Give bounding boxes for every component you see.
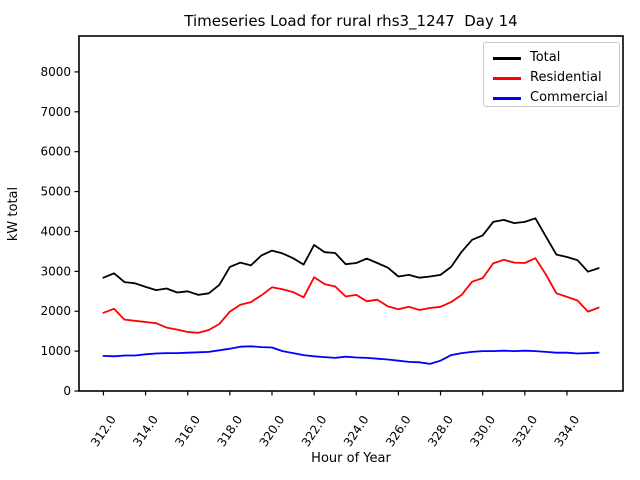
- legend-label-commercial: Commercial: [530, 90, 608, 105]
- y-axis-label: kW total: [6, 187, 21, 241]
- y-tick-label: 0: [63, 384, 71, 398]
- legend-line-sample-residential: [493, 76, 521, 80]
- series-line-residential: [102, 257, 600, 334]
- y-tick-label: 6000: [40, 145, 71, 159]
- series-line-commercial: [102, 345, 600, 365]
- x-tick-label: 318.0: [214, 413, 245, 449]
- x-tick-label: 320.0: [257, 413, 288, 449]
- legend-item-commercial: Commercial: [493, 88, 619, 108]
- y-tick-label: 1000: [40, 344, 71, 358]
- x-tick-label: 330.0: [467, 413, 498, 449]
- x-tick-label: 328.0: [425, 413, 456, 449]
- y-tick-label: 3000: [40, 264, 71, 278]
- legend-line-sample-total: [493, 56, 521, 60]
- y-tick-label: 7000: [40, 105, 71, 119]
- x-tick-label: 334.0: [552, 413, 583, 449]
- x-tick-label: 326.0: [383, 413, 414, 449]
- x-tick-label: 314.0: [130, 413, 161, 449]
- y-tick-label: 4000: [40, 224, 71, 238]
- x-axis-label: Hour of Year: [311, 451, 391, 466]
- legend-line-sample-commercial: [493, 96, 521, 100]
- y-tick-label: 5000: [40, 185, 71, 199]
- x-tick-label: 322.0: [299, 413, 330, 449]
- series-line-total: [102, 217, 600, 296]
- x-tick-label: 316.0: [172, 413, 203, 449]
- x-tick-label: 324.0: [341, 413, 372, 449]
- legend-item-residential: Residential: [493, 68, 619, 88]
- legend: Total Residential Commercial: [483, 42, 620, 107]
- x-tick-label: 312.0: [88, 413, 119, 449]
- legend-label-residential: Residential: [530, 70, 602, 85]
- x-tick-label: 332.0: [509, 413, 540, 449]
- chart-title: Timeseries Load for rural rhs3_1247 Day …: [183, 12, 517, 31]
- y-tick-label: 2000: [40, 304, 71, 318]
- legend-item-total: Total: [493, 48, 619, 68]
- axes-spines: [78, 35, 624, 392]
- y-tick-label: 8000: [40, 65, 71, 79]
- legend-label-total: Total: [530, 50, 561, 65]
